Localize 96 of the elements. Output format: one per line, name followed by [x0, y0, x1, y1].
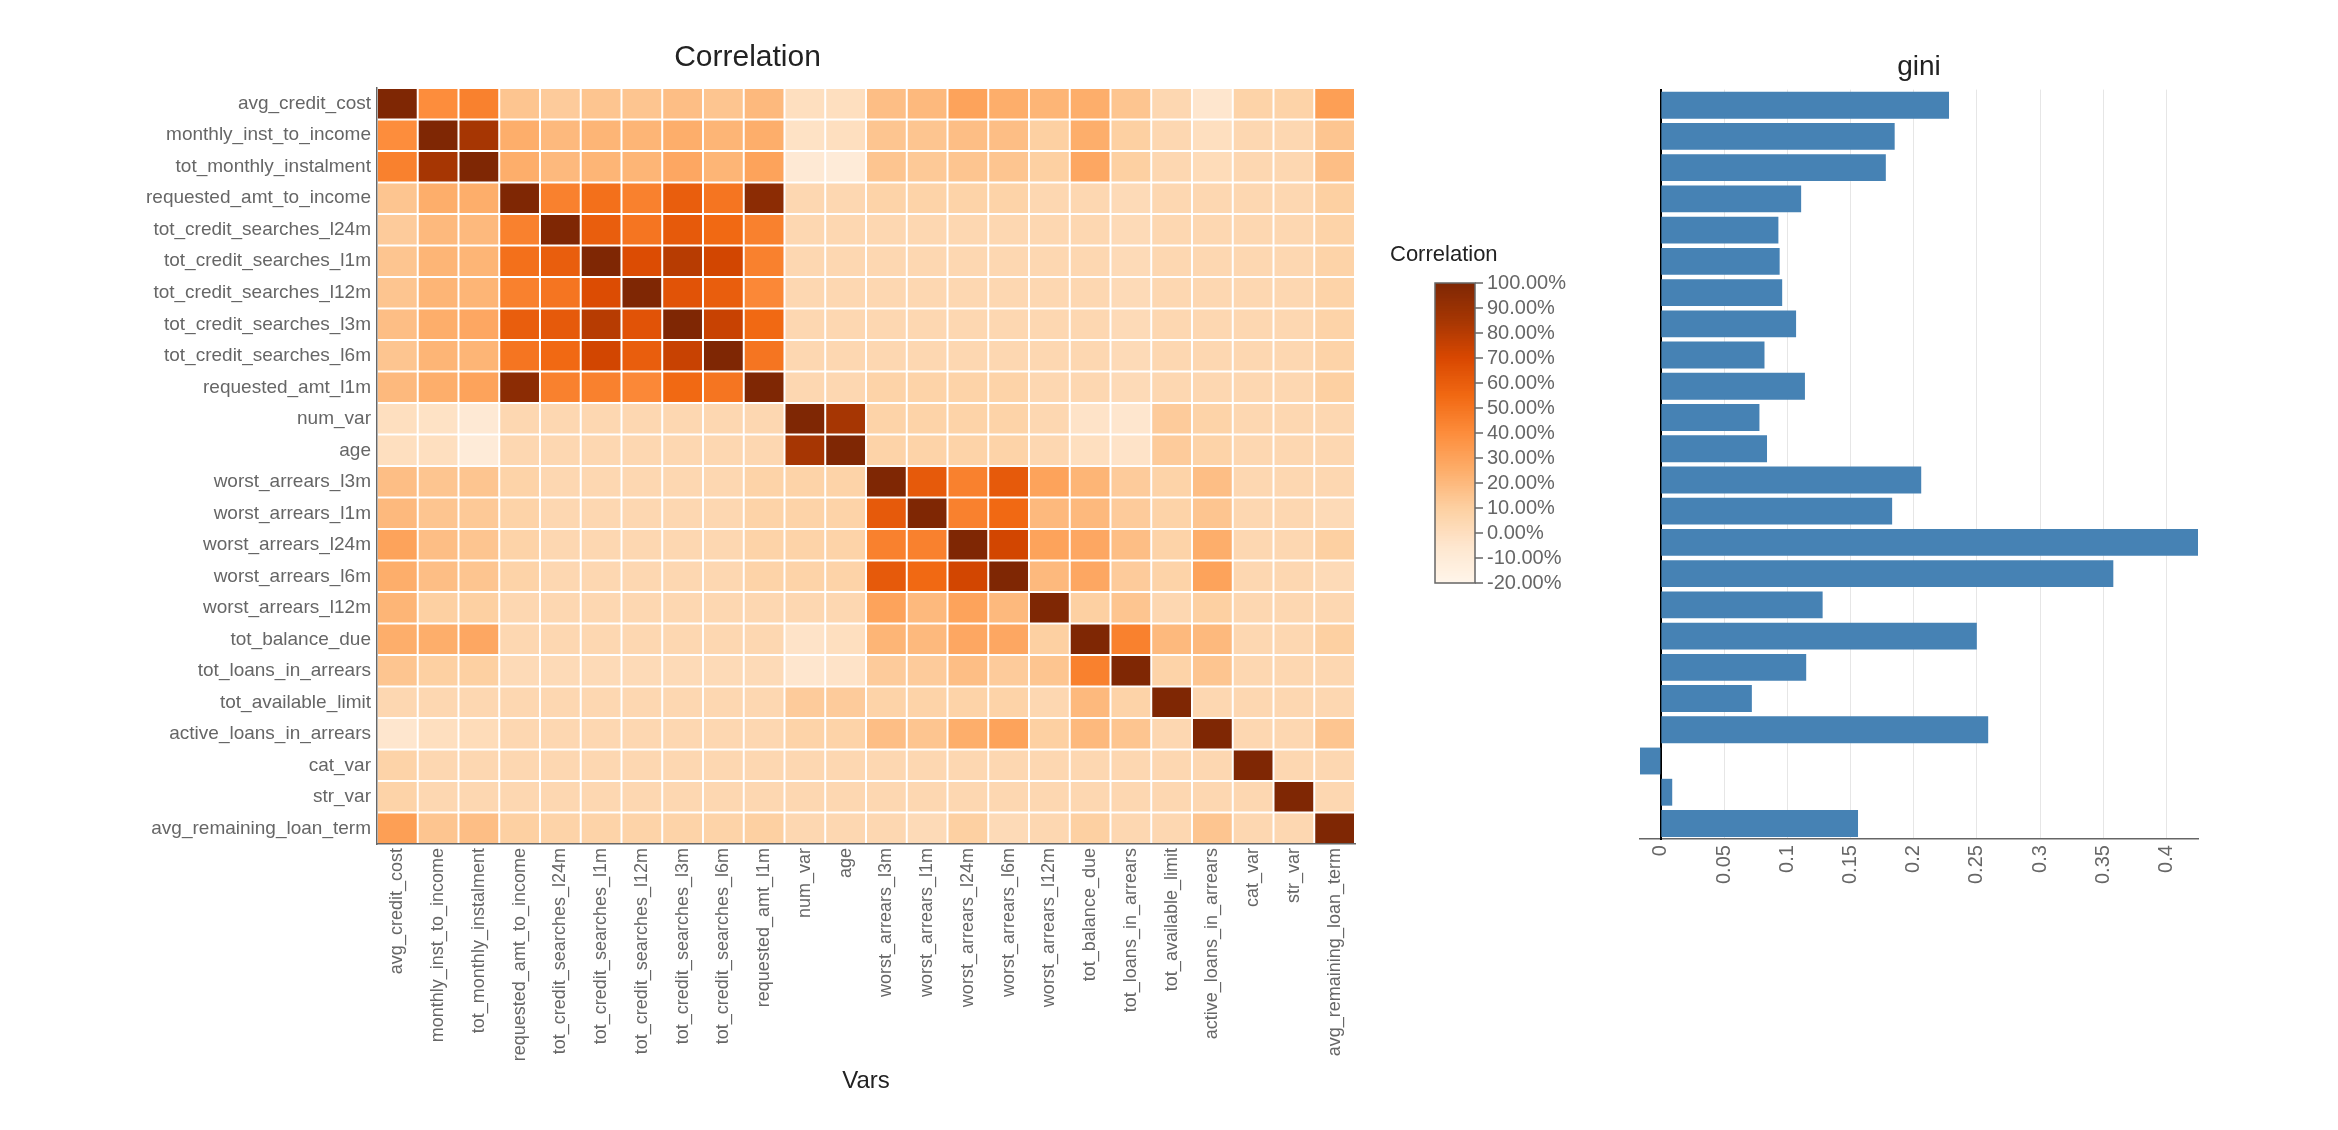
y-tick-label: avg_credit_cost	[237, 91, 372, 114]
x-tick-label: age	[834, 848, 855, 879]
x-tick-label: worst_arrears_l1m	[916, 848, 938, 999]
x-tick-label: 0	[1648, 845, 1671, 857]
y-tick-label: tot_loans_in_arrears	[197, 659, 371, 682]
bar	[1661, 528, 2198, 556]
x-tick-label: 0.35	[2090, 845, 2113, 885]
x-tick-label: tot_credit_searches_l12m	[630, 848, 652, 1055]
x-tick-label: worst_arrears_l12m	[1038, 848, 1060, 1009]
x-tick-label: worst_arrears_l3m	[875, 848, 897, 999]
x-tick-label: 0.05	[1711, 845, 1734, 885]
y-tick-label: worst_arrears_l24m	[202, 533, 371, 556]
bar	[1661, 622, 1977, 650]
bar	[1661, 185, 1802, 213]
color-bar-label: -10.00%	[1487, 545, 1562, 568]
x-tick-label: 0.25	[1964, 845, 1987, 885]
color-bar-label: -20.00%	[1487, 570, 1562, 593]
color-bar-label: 20.00%	[1487, 470, 1556, 493]
x-tick-label: 0.15	[1837, 845, 1860, 885]
y-tick-label: worst_arrears_l1m	[212, 501, 371, 524]
bar	[1661, 310, 1797, 338]
bar	[1661, 435, 1768, 463]
x-tick-label: tot_credit_searches_l1m	[590, 848, 612, 1045]
y-tick-label: requested_amt_to_income	[145, 186, 371, 209]
bar	[1661, 404, 1760, 431]
x-tick-label: worst_arrears_l24m	[956, 848, 978, 1009]
y-tick-label: tot_credit_searches_l3m	[163, 312, 371, 335]
x-tick-label: tot_credit_searches_l24m	[549, 848, 571, 1055]
y-tick-label: str_var	[312, 785, 372, 808]
bar	[1661, 778, 1673, 806]
color-bar-label: 10.00%	[1487, 495, 1556, 518]
y-tick-label: worst_arrears_l12m	[202, 596, 371, 619]
color-bar-label: 0.00%	[1487, 520, 1544, 543]
color-bar-label: 70.00%	[1487, 345, 1556, 368]
color-bar-title: Correlation	[1390, 241, 1498, 266]
y-tick-label: tot_monthly_instalment	[175, 154, 372, 177]
bar	[1661, 372, 1805, 400]
color-bar-label: 30.00%	[1487, 445, 1556, 468]
y-tick-label: tot_credit_searches_l12m	[153, 281, 371, 303]
y-tick-label: cat_var	[308, 753, 372, 776]
bar	[1661, 591, 1823, 619]
y-tick-label: tot_credit_searches_l1m	[163, 249, 371, 272]
x-tick-label: 0.3	[2027, 845, 2050, 873]
y-tick-label: tot_balance_due	[230, 627, 371, 650]
x-tick-label: requested_amt_l1m	[753, 848, 775, 1008]
x-tick-label: avg_remaining_loan_term	[1323, 848, 1345, 1057]
x-axis-title: Vars	[842, 1066, 890, 1094]
color-bar-label: 90.00%	[1487, 295, 1556, 318]
color-bar-label: 50.00%	[1487, 395, 1556, 418]
x-tick-label: active_loans_in_arrears	[1201, 848, 1223, 1040]
x-tick-label: 0.2	[1901, 845, 1924, 873]
bar	[1661, 123, 1895, 150]
x-tick-label: tot_available_limit	[1160, 848, 1182, 992]
y-tick-label: age	[339, 438, 371, 460]
x-tick-label: tot_monthly_instalment	[467, 848, 489, 1034]
bar	[1661, 653, 1807, 681]
bar	[1661, 497, 1893, 525]
bar	[1661, 247, 1780, 275]
bar	[1661, 685, 1752, 712]
chart-title: gini	[1897, 49, 1941, 81]
bar	[1661, 716, 1989, 744]
bar	[1661, 341, 1765, 369]
y-tick-label: tot_available_limit	[219, 690, 372, 713]
bar	[1661, 279, 1783, 307]
x-tick-label: 0.4	[2153, 845, 2176, 873]
bar	[1661, 560, 2114, 588]
x-tick-label: requested_amt_to_income	[508, 848, 530, 1062]
x-tick-label: tot_loans_in_arrears	[1119, 848, 1141, 1013]
y-tick-label: active_loans_in_arrears	[169, 722, 371, 745]
y-tick-label: worst_arrears_l6m	[212, 564, 371, 587]
x-tick-label: str_var	[1282, 848, 1304, 904]
y-tick-label: tot_credit_searches_l24m	[153, 218, 371, 240]
x-tick-label: worst_arrears_l6m	[997, 848, 1019, 999]
bar	[1661, 91, 1950, 119]
x-tick-label: tot_credit_searches_l6m	[712, 848, 734, 1045]
x-tick-label: cat_var	[1242, 848, 1264, 908]
y-tick-label: monthly_inst_to_income	[166, 123, 371, 146]
bar	[1661, 154, 1886, 182]
color-bar-label: 100.00%	[1487, 270, 1567, 293]
bar	[1640, 747, 1661, 775]
x-tick-label: tot_balance_due	[1079, 848, 1101, 982]
bar	[1661, 810, 1859, 837]
color-bar-label: 40.00%	[1487, 420, 1556, 443]
x-tick-label: num_var	[793, 848, 815, 919]
y-tick-label: num_var	[297, 407, 372, 430]
y-tick-label: tot_credit_searches_l6m	[163, 344, 371, 367]
chart-title: Correlation	[674, 39, 821, 73]
y-tick-label: avg_remaining_loan_term	[151, 816, 371, 839]
color-bar-label: 60.00%	[1487, 370, 1556, 393]
color-bar-label: 80.00%	[1487, 320, 1556, 343]
x-tick-label: 0.1	[1774, 845, 1797, 873]
x-tick-label: tot_credit_searches_l3m	[671, 848, 693, 1045]
bar	[1661, 466, 1922, 494]
y-tick-label: requested_amt_l1m	[203, 375, 371, 398]
y-tick-label: worst_arrears_l3m	[212, 470, 371, 493]
bar	[1661, 216, 1779, 244]
